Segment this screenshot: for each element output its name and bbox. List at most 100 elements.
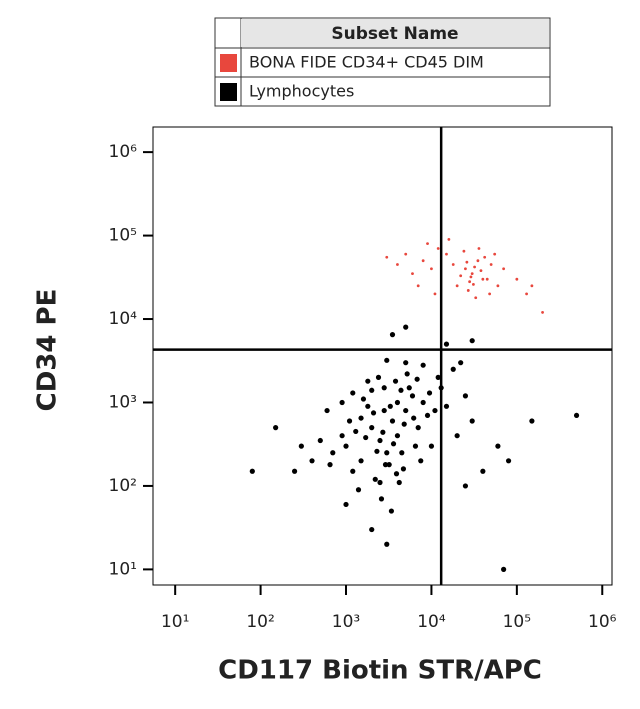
data-point <box>330 450 336 456</box>
data-point <box>404 371 410 377</box>
data-point <box>385 255 389 259</box>
data-point <box>443 341 450 347</box>
data-point <box>380 429 386 435</box>
x-axis-label: CD117 Biotin STR/APC <box>218 656 542 686</box>
x-tick-label: 10⁴ <box>417 612 446 632</box>
data-point <box>426 390 433 396</box>
data-point <box>396 479 402 486</box>
x-tick-label: 10² <box>246 612 274 632</box>
data-point <box>529 418 535 424</box>
data-point <box>365 378 371 384</box>
data-point <box>436 247 440 250</box>
legend-header: Subset Name <box>331 24 458 44</box>
data-point <box>462 483 469 489</box>
data-point <box>450 366 456 372</box>
data-point <box>369 526 375 533</box>
legend-table <box>214 17 551 107</box>
data-point <box>372 476 378 482</box>
data-point <box>406 385 412 391</box>
data-point <box>515 277 519 281</box>
data-point <box>469 275 473 279</box>
data-point <box>443 403 450 409</box>
data-point <box>409 393 416 399</box>
data-point <box>415 425 421 431</box>
data-point <box>403 360 409 366</box>
legend-label: Lymphocytes <box>249 82 354 101</box>
plot-frame <box>152 126 613 586</box>
data-point <box>530 284 534 288</box>
data-point <box>435 374 441 380</box>
data-point <box>358 415 364 421</box>
data-point <box>426 242 429 246</box>
data-point <box>384 357 390 363</box>
data-point <box>420 362 426 368</box>
data-point <box>420 399 426 406</box>
data-point <box>462 393 469 399</box>
x-tick-label: 10⁶ <box>588 612 617 632</box>
data-point <box>398 387 404 393</box>
data-point <box>501 566 507 572</box>
data-point <box>343 443 349 449</box>
data-point <box>309 458 315 464</box>
data-point <box>399 450 405 456</box>
data-point <box>502 267 506 271</box>
data-point <box>384 541 390 547</box>
data-point <box>404 252 408 256</box>
data-point <box>343 501 349 508</box>
x-tick-label: 10⁵ <box>503 612 531 632</box>
data-point <box>381 407 387 414</box>
data-point <box>394 433 401 439</box>
data-point <box>469 338 475 344</box>
data-point <box>424 412 431 419</box>
data-point <box>473 265 476 269</box>
data-point <box>421 259 425 263</box>
data-point <box>496 284 500 288</box>
data-point <box>339 399 345 406</box>
data-point <box>389 332 396 338</box>
data-point <box>445 252 448 256</box>
data-point <box>403 324 409 330</box>
data-point <box>462 249 466 253</box>
data-point <box>454 433 460 439</box>
legend-swatch <box>220 83 237 101</box>
data-point <box>363 434 369 441</box>
data-point <box>411 415 417 421</box>
data-point <box>474 296 478 300</box>
y-tick-label: 10² <box>109 476 137 496</box>
y-tick-label: 10⁶ <box>109 142 138 162</box>
data-point <box>480 468 486 474</box>
data-point <box>358 458 364 464</box>
data-point <box>466 289 470 292</box>
data-point <box>387 403 393 409</box>
data-point <box>455 284 459 288</box>
data-point <box>464 267 467 271</box>
data-point <box>468 280 472 284</box>
x-tick-label: 10³ <box>332 612 360 632</box>
data-point <box>339 433 345 439</box>
data-point <box>418 458 424 464</box>
data-point <box>384 450 390 456</box>
legend-header-bg <box>241 19 549 47</box>
data-point <box>469 418 475 424</box>
data-point <box>298 443 304 449</box>
data-point <box>403 407 409 414</box>
data-point <box>355 487 362 493</box>
data-point <box>365 403 371 409</box>
data-point <box>370 410 377 416</box>
data-point <box>377 479 383 486</box>
data-point <box>377 437 383 444</box>
data-point <box>327 462 333 468</box>
data-point <box>476 259 480 263</box>
data-point <box>470 272 474 276</box>
data-point <box>400 466 407 472</box>
data-point <box>324 407 330 414</box>
data-point <box>414 376 420 382</box>
data-point <box>412 443 419 449</box>
data-point <box>396 263 399 266</box>
data-point <box>489 263 493 266</box>
data-point <box>375 374 382 380</box>
data-point <box>433 292 437 296</box>
data-point <box>411 272 414 276</box>
data-point <box>353 428 359 435</box>
